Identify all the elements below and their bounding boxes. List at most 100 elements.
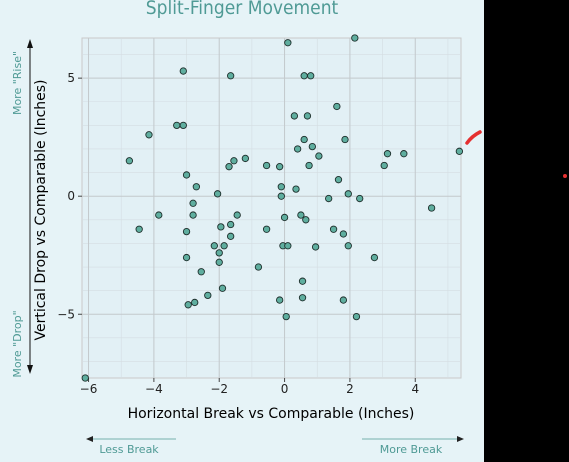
data-point	[276, 163, 284, 171]
data-point	[311, 243, 320, 251]
data-point	[220, 242, 228, 250]
data-point	[179, 67, 187, 75]
x-tick-label: −6	[80, 382, 98, 396]
y-tick-label: 5	[67, 71, 75, 85]
x-tick-label: 4	[411, 382, 419, 396]
data-point	[182, 253, 191, 262]
data-point	[284, 242, 292, 250]
data-point	[284, 39, 292, 47]
x-tick-label: 0	[281, 382, 289, 396]
data-point	[307, 72, 315, 80]
data-point	[297, 211, 305, 219]
data-point	[341, 135, 349, 144]
data-point	[213, 190, 222, 198]
data-point	[125, 157, 134, 165]
data-point	[233, 211, 241, 219]
data-point	[427, 204, 436, 212]
data-point	[215, 249, 223, 257]
data-point	[339, 296, 348, 304]
data-point	[302, 216, 310, 224]
data-point	[400, 150, 408, 158]
x-hint-left: Less Break	[99, 443, 159, 456]
data-point	[308, 142, 316, 151]
black-side-panel	[484, 0, 569, 462]
data-point	[293, 145, 302, 153]
data-point	[380, 161, 388, 170]
data-point	[254, 263, 263, 271]
data-point	[230, 157, 238, 165]
x-tick-label: −2	[210, 382, 228, 396]
x-axis-title: Horizontal Break vs Comparable (Inches)	[128, 406, 415, 422]
x-hint-left-arrow-icon	[86, 436, 93, 442]
data-point	[225, 163, 233, 171]
data-point	[192, 183, 201, 191]
data-point	[184, 301, 192, 309]
data-point	[145, 131, 153, 139]
data-point	[370, 253, 379, 262]
data-point	[210, 242, 218, 250]
data-point	[303, 112, 312, 120]
data-point	[383, 150, 392, 158]
data-point	[329, 225, 338, 233]
y-hint-arrow-up-icon	[27, 39, 33, 48]
data-point	[173, 121, 181, 130]
data-point	[455, 147, 464, 155]
data-points	[81, 34, 464, 382]
data-point	[352, 312, 361, 321]
x-hint-right-arrow-icon	[457, 436, 464, 442]
data-point	[262, 225, 271, 233]
data-point	[227, 220, 235, 229]
y-axis-title: Vertical Drop vs Comparable (Inches)	[33, 79, 49, 340]
axis-ticks: −6 −4 −2 0 2 4 −5 0 5	[57, 71, 419, 396]
chart-title: Split-Finger Movement	[145, 0, 339, 19]
data-point	[227, 72, 235, 80]
data-point	[179, 121, 187, 130]
data-point	[182, 227, 191, 236]
data-point	[344, 190, 352, 198]
data-point	[204, 291, 212, 300]
data-point	[197, 268, 205, 276]
y-hint-arrow-down-icon	[27, 365, 33, 374]
data-point	[262, 161, 271, 170]
data-point	[334, 176, 343, 184]
data-point	[333, 102, 341, 111]
data-point	[135, 225, 143, 233]
y-tick-label: −5	[57, 307, 75, 321]
plot-area	[81, 37, 462, 379]
data-point	[351, 34, 359, 42]
x-tick-label: 2	[346, 382, 354, 396]
y-hint-top: More "Rise"	[11, 51, 24, 115]
data-point	[182, 171, 191, 179]
data-point	[356, 194, 364, 203]
data-point	[155, 211, 163, 219]
data-point	[277, 192, 285, 200]
data-point	[189, 211, 197, 219]
data-point	[81, 374, 89, 382]
red-annotation-dot	[563, 174, 567, 178]
data-point	[300, 72, 308, 80]
data-point	[218, 284, 227, 292]
data-point	[227, 232, 235, 240]
data-point	[280, 213, 289, 222]
data-point	[276, 296, 284, 304]
y-tick-label: 0	[67, 189, 75, 203]
x-hint-right: More Break	[380, 443, 443, 456]
data-point	[325, 194, 333, 203]
plot-background	[81, 37, 462, 379]
data-point	[292, 185, 300, 193]
data-point	[300, 135, 308, 144]
data-point	[344, 242, 352, 250]
data-point	[215, 258, 223, 266]
data-point	[241, 154, 250, 163]
data-point	[298, 294, 307, 302]
data-point	[277, 183, 285, 191]
x-tick-label: −4	[145, 382, 163, 396]
data-point	[189, 199, 197, 207]
y-hint-bottom: More "Drop"	[11, 310, 24, 377]
red-annotation-stroke	[465, 130, 482, 145]
data-point	[217, 223, 225, 231]
data-point	[339, 230, 348, 238]
data-point	[282, 312, 290, 321]
data-point	[290, 112, 299, 120]
